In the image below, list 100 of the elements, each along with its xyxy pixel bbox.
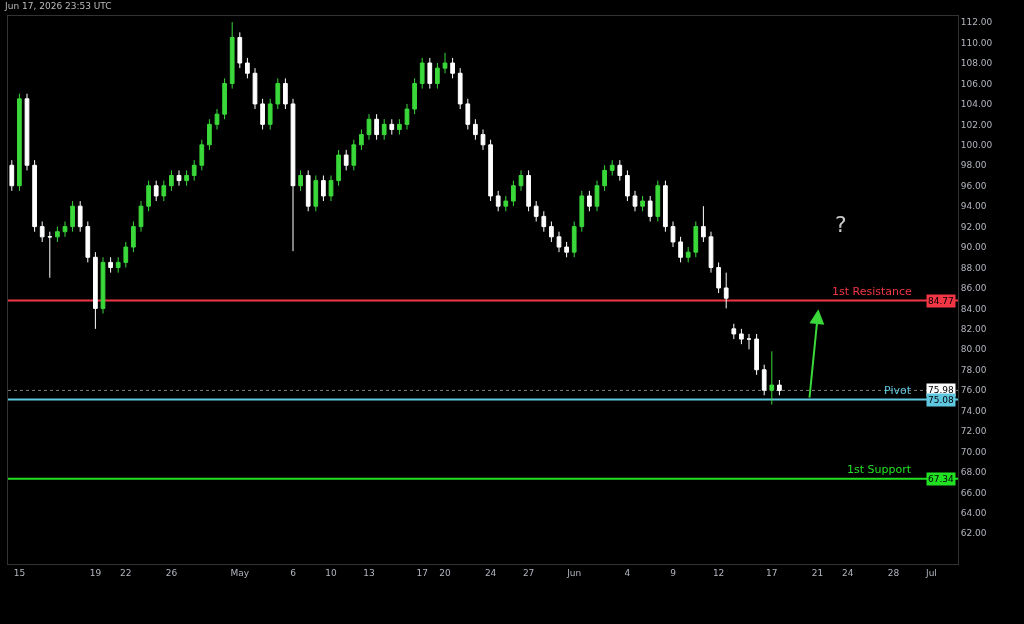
annotation: 84.77	[928, 296, 954, 306]
candlestick	[214, 108, 220, 130]
candlestick	[275, 77, 281, 110]
ref-line-label: 1st Resistance	[832, 285, 913, 298]
y-tick-label: 76.00	[960, 385, 987, 396]
ref-line-label: 1st Support	[847, 463, 912, 476]
candlestick	[632, 190, 638, 212]
candlestick	[313, 174, 319, 212]
candlestick	[533, 200, 539, 222]
candlestick	[571, 221, 577, 258]
y-tick-label: 66.00	[960, 487, 987, 498]
x-tick-label: Jun	[566, 567, 582, 578]
candlestick	[85, 221, 91, 263]
y-tick-label: 98.00	[960, 160, 987, 171]
candlestick	[442, 52, 448, 74]
candlestick	[678, 236, 683, 263]
candlestick	[252, 67, 258, 110]
candlestick	[146, 180, 151, 212]
candlestick	[62, 221, 68, 238]
candlestick	[503, 195, 509, 212]
candlestick	[108, 256, 113, 274]
candlestick	[450, 57, 455, 79]
candlestick	[518, 169, 524, 192]
candlestick	[153, 180, 159, 202]
y-tick-label: 88.00	[960, 262, 987, 273]
candlestick	[305, 169, 311, 212]
candlestick	[93, 251, 98, 330]
candlestick	[389, 118, 395, 136]
candlestick	[670, 221, 676, 248]
y-tick-label: 86.00	[960, 283, 987, 294]
candlestick	[199, 139, 205, 171]
candlestick	[655, 180, 661, 222]
candlestick	[32, 159, 37, 233]
candlestick	[100, 256, 106, 315]
x-tick-label: 10	[325, 567, 337, 578]
x-tick-label: 17	[416, 567, 428, 578]
candlestick	[587, 190, 592, 212]
x-tick-label: Jul	[924, 567, 937, 578]
candlestick	[138, 200, 144, 233]
candlestick	[427, 57, 433, 90]
candlestick	[473, 118, 478, 141]
candlestick	[366, 113, 372, 141]
y-tick-label: 102.00	[960, 119, 993, 130]
candlestick	[579, 190, 585, 233]
candlestick	[480, 128, 486, 151]
candlestick	[374, 113, 379, 141]
candlestick	[701, 205, 706, 243]
candlestick	[321, 174, 326, 202]
y-tick-label: 90.00	[960, 242, 987, 253]
candlestick	[404, 103, 410, 130]
candlestick	[161, 180, 167, 202]
x-tick-label: May	[230, 567, 250, 578]
candlestick	[412, 77, 417, 115]
x-tick-label: 26	[165, 567, 178, 578]
candlestick	[739, 328, 744, 345]
x-tick-label: 6	[290, 567, 297, 578]
candlestick	[336, 149, 341, 187]
candlestick	[488, 139, 493, 202]
candlestick	[564, 241, 569, 258]
candlestick	[176, 169, 182, 187]
candlestick	[397, 118, 402, 136]
y-tick-label: 78.00	[960, 364, 987, 375]
y-tick-label: 74.00	[960, 405, 987, 416]
y-tick-label: 100.00	[960, 139, 993, 150]
x-tick-label: 20	[439, 567, 451, 578]
candlestick	[245, 57, 250, 79]
x-tick-label: 4	[624, 567, 631, 578]
ref-line-label: Pivot	[884, 384, 912, 397]
y-tick-label: 70.00	[960, 446, 987, 457]
annotation: ?	[835, 212, 847, 237]
candlestick	[708, 231, 714, 274]
candlestick	[761, 364, 767, 396]
candlestick	[435, 62, 440, 90]
candlestick	[9, 159, 15, 192]
candlestick	[290, 98, 296, 252]
candlestick	[495, 190, 501, 212]
y-tick-label: 82.00	[960, 324, 987, 334]
candlestick	[541, 210, 547, 233]
annotation: 75.98	[928, 385, 955, 395]
y-tick-label: 94.00	[960, 201, 987, 212]
candlestick	[511, 180, 516, 207]
candlestick	[70, 200, 75, 233]
candlestick	[549, 221, 554, 243]
candlestick	[457, 67, 463, 110]
y-tick-label: 64.00	[960, 508, 987, 519]
y-tick-label: 68.00	[960, 467, 987, 478]
candlestick	[191, 159, 197, 182]
x-tick-label: 9	[670, 567, 677, 578]
y-tick-label: 92.00	[960, 221, 987, 232]
x-tick-label: 21	[811, 567, 824, 578]
candlestick	[184, 169, 189, 187]
candlestick	[594, 180, 600, 212]
x-tick-label: 15	[13, 567, 26, 578]
x-tick-label: 24	[842, 567, 854, 578]
candlestick	[169, 169, 174, 192]
candlestick	[47, 231, 53, 279]
candlestick	[716, 261, 721, 294]
candlestick	[465, 98, 471, 130]
candlestick	[731, 323, 737, 340]
y-tick-label: 96.00	[960, 180, 987, 191]
